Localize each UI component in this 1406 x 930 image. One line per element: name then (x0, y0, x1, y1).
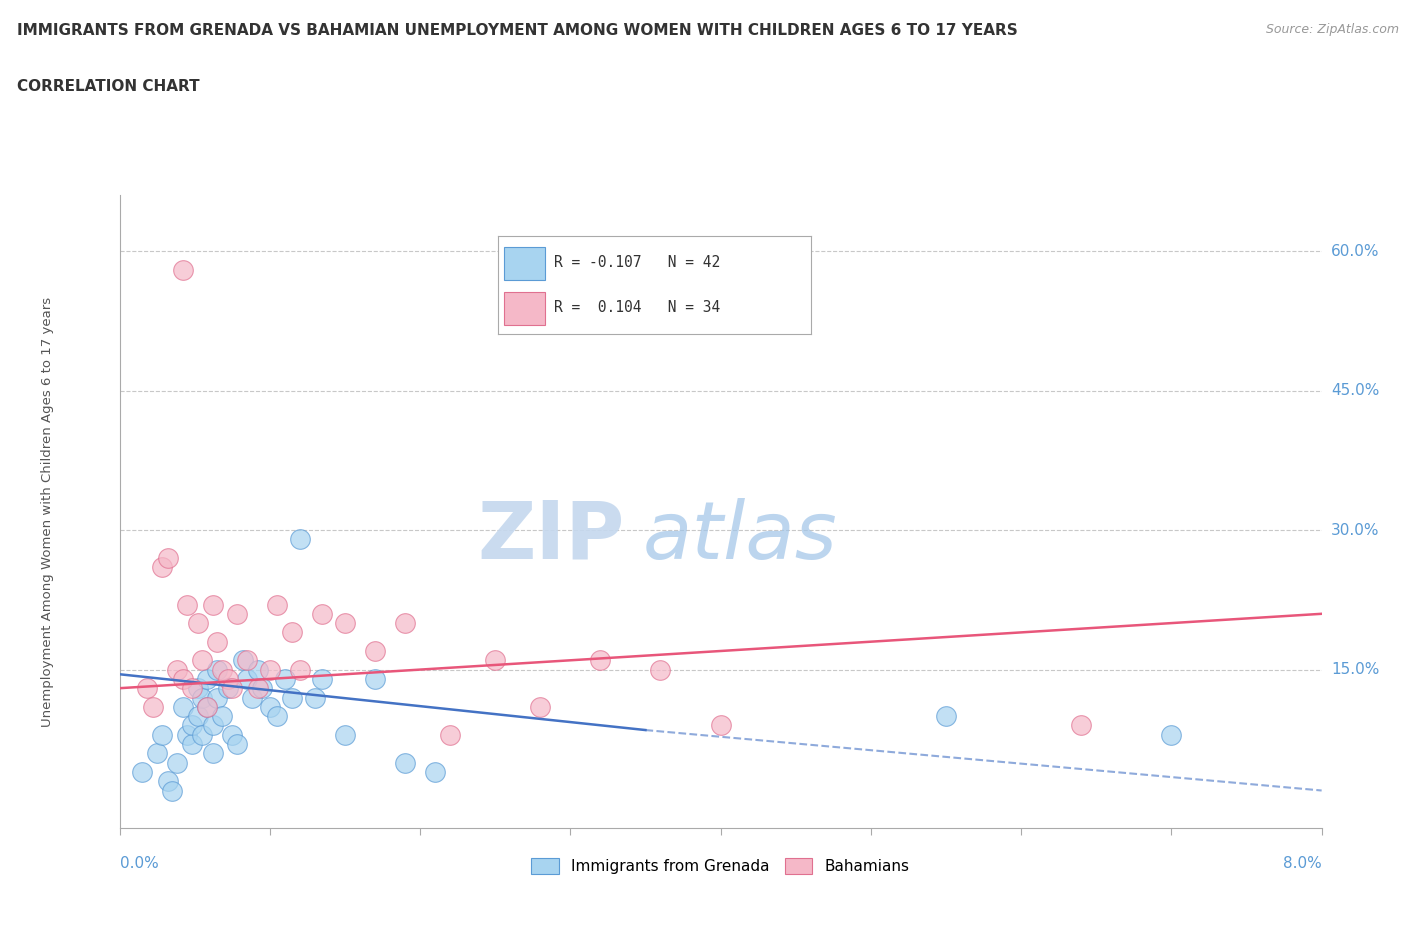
Text: ZIP: ZIP (477, 498, 624, 576)
Point (1070, 718, 1092, 733)
Point (236, 671, 259, 686)
Point (311, 606, 333, 621)
Point (195, 699, 218, 714)
Point (266, 709, 288, 724)
Point (311, 671, 333, 686)
Text: 8.0%: 8.0% (1282, 857, 1322, 871)
Point (156, 774, 179, 789)
Point (484, 653, 506, 668)
Point (333, 727, 356, 742)
Point (201, 746, 224, 761)
Text: Unemployment Among Women with Children Ages 6 to 17 years: Unemployment Among Women with Children A… (41, 297, 53, 726)
Point (225, 606, 247, 621)
Point (187, 709, 209, 724)
Point (394, 616, 416, 631)
Point (201, 597, 224, 612)
Point (146, 746, 169, 761)
Point (142, 699, 165, 714)
Point (172, 262, 194, 277)
Text: CORRELATION CHART: CORRELATION CHART (17, 79, 200, 94)
Point (172, 671, 194, 686)
Point (172, 699, 194, 714)
Point (709, 718, 731, 733)
Text: 45.0%: 45.0% (1331, 383, 1379, 398)
Point (246, 662, 269, 677)
Legend: Immigrants from Grenada, Bahamians: Immigrants from Grenada, Bahamians (526, 852, 915, 880)
Point (589, 653, 612, 668)
Point (187, 681, 209, 696)
Point (274, 671, 297, 686)
Bar (505, 292, 546, 325)
Point (439, 727, 461, 742)
Point (201, 718, 224, 733)
Point (166, 662, 188, 677)
Point (288, 662, 311, 677)
Text: R =  0.104   N = 34: R = 0.104 N = 34 (554, 300, 721, 315)
Point (266, 597, 288, 612)
Point (240, 690, 263, 705)
Point (394, 755, 416, 770)
Text: IMMIGRANTS FROM GRENADA VS BAHAMIAN UNEMPLOYMENT AMONG WOMEN WITH CHILDREN AGES : IMMIGRANTS FROM GRENADA VS BAHAMIAN UNEM… (17, 23, 1018, 38)
Point (180, 681, 202, 696)
Point (221, 681, 243, 696)
Point (135, 681, 157, 696)
Point (150, 727, 173, 742)
Text: Source: ZipAtlas.com: Source: ZipAtlas.com (1265, 23, 1399, 36)
Point (252, 681, 274, 696)
Point (211, 662, 233, 677)
Point (333, 616, 356, 631)
Point (211, 709, 233, 724)
Point (217, 671, 239, 686)
Point (195, 699, 218, 714)
Point (1160, 727, 1182, 742)
Point (288, 532, 311, 547)
Text: 30.0%: 30.0% (1331, 523, 1379, 538)
Point (304, 690, 326, 705)
Point (180, 737, 202, 751)
Point (160, 783, 183, 798)
Point (259, 699, 281, 714)
Text: R = -0.107   N = 42: R = -0.107 N = 42 (554, 256, 721, 271)
Point (236, 653, 259, 668)
Point (195, 671, 218, 686)
Point (176, 597, 198, 612)
Point (205, 690, 228, 705)
Point (650, 662, 672, 677)
Point (180, 718, 202, 733)
Point (281, 690, 304, 705)
Point (150, 560, 173, 575)
Text: 60.0%: 60.0% (1331, 244, 1379, 259)
Point (166, 755, 188, 770)
Text: 15.0%: 15.0% (1331, 662, 1379, 677)
Bar (505, 247, 546, 280)
Point (187, 616, 209, 631)
Point (221, 727, 243, 742)
Point (156, 551, 179, 565)
Point (935, 709, 957, 724)
Point (259, 662, 281, 677)
Point (364, 644, 387, 658)
Point (205, 662, 228, 677)
Point (131, 764, 153, 779)
Text: atlas: atlas (643, 498, 837, 576)
Point (205, 634, 228, 649)
Point (217, 681, 239, 696)
Point (423, 764, 446, 779)
Point (232, 653, 254, 668)
Point (246, 681, 269, 696)
Point (364, 671, 387, 686)
Point (176, 727, 198, 742)
Point (191, 653, 214, 668)
Point (281, 625, 304, 640)
Point (225, 737, 247, 751)
Point (529, 699, 551, 714)
Text: 0.0%: 0.0% (120, 857, 159, 871)
Point (191, 690, 214, 705)
Point (191, 727, 214, 742)
